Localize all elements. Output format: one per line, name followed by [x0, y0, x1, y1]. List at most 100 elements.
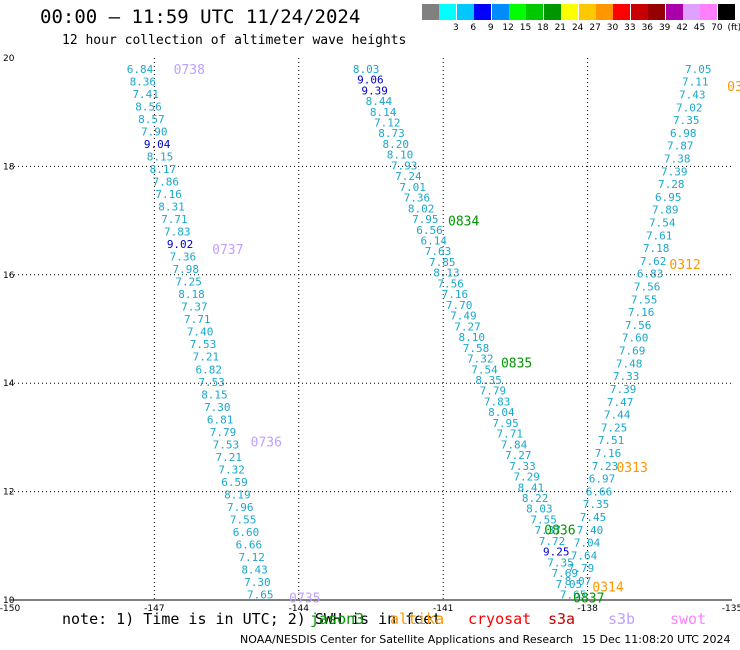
wave-height-value: 7.04 [574, 537, 601, 550]
wave-height-value: 6.95 [655, 191, 682, 204]
wave-height-value: 8.03 [526, 503, 553, 516]
wave-height-value: 8.13 [433, 267, 460, 280]
scale-label: 39 [658, 23, 671, 33]
wave-height-value: 7.53 [213, 438, 240, 451]
wave-height-value: 6.56 [416, 224, 443, 237]
wave-height-value: 7.58 [463, 342, 490, 355]
wave-height-value: 7.24 [395, 170, 422, 183]
pass-time-label: 0738 [174, 63, 205, 78]
wave-height-value: 7.56 [625, 319, 652, 332]
wave-height-value: 7.51 [598, 434, 625, 447]
x-tick-label: -135 [722, 604, 740, 614]
wave-height-value: 7.27 [454, 320, 481, 333]
wave-height-value: 6.98 [670, 127, 697, 140]
scale-swatch [648, 4, 666, 20]
pass-time-label: 0836 [544, 524, 575, 539]
wave-height-value: 7.65 [247, 589, 274, 602]
wave-height-value: 7.69 [551, 567, 578, 580]
wave-height-value: 7.79 [210, 426, 237, 439]
wave-height-value: 8.56 [135, 100, 162, 113]
wave-height-value: 9.04 [144, 138, 171, 151]
pass-time-label: 0311 [727, 80, 740, 95]
pass-time-label: 0737 [212, 243, 243, 258]
wave-height-value: 7.60 [622, 332, 649, 345]
wave-height-value: 7.70 [446, 299, 473, 312]
wave-height-value: 7.71 [497, 428, 524, 441]
wave-height-value: 8.22 [522, 492, 549, 505]
data-marks: 6.848.367.418.568.577.909.048.158.177.86… [127, 63, 712, 602]
wave-height-value: 8.41 [518, 481, 545, 494]
wave-height-value: 7.16 [442, 288, 469, 301]
wave-height-value: 7.64 [571, 549, 598, 562]
scale-swatch [561, 4, 579, 20]
legend-item-s3b: s3b [608, 610, 636, 628]
wave-height-value: 6.82 [195, 363, 222, 376]
wave-height-value: 7.39 [661, 165, 688, 178]
scale-label: 6 [470, 23, 477, 33]
scale-swatch [630, 4, 648, 20]
wave-height-value: 7.79 [480, 385, 507, 398]
wave-height-value: 7.54 [471, 363, 498, 376]
wave-height-value: 7.86 [152, 175, 179, 188]
wave-height-value: 7.27 [505, 449, 532, 462]
wave-height-value: 8.04 [488, 406, 515, 419]
wave-height-value: 8.19 [224, 488, 251, 501]
scale-swatch [509, 4, 526, 20]
wave-height-value: 7.12 [374, 116, 401, 129]
wave-height-value: 8.36 [130, 75, 157, 88]
scale-label: 45 [693, 23, 706, 33]
wave-height-value: 8.44 [366, 95, 393, 108]
wave-height-value: 7.33 [613, 370, 640, 383]
wave-height-value: 8.73 [378, 127, 405, 140]
x-tick-label: -144 [289, 604, 310, 614]
wave-height-value: 8.10 [387, 149, 414, 162]
wave-height-value: 9.25 [543, 546, 570, 559]
wave-height-value: 6.66 [236, 539, 263, 552]
wave-height-value: 6.60 [233, 526, 260, 539]
pass-time-label: 0314 [592, 580, 623, 595]
wave-height-value: 8.15 [201, 388, 228, 401]
scale-label: 27 [589, 23, 601, 33]
legend-item-altika: altika [390, 610, 445, 628]
wave-height-value: 7.54 [649, 216, 676, 229]
wave-height-value: 6.97 [589, 473, 616, 486]
wave-height-value: 7.35 [673, 114, 700, 127]
wave-height-value: 7.95 [412, 213, 439, 226]
wave-height-value: 6.81 [207, 413, 234, 426]
wave-height-value: 7.93 [391, 159, 418, 172]
legend-item-s3a: s3a [548, 610, 576, 628]
wave-height-value: 7.35 [583, 498, 610, 511]
wave-height-value: 7.23 [592, 460, 619, 473]
pass-time-label: 0835 [501, 357, 532, 372]
scale-swatch [700, 4, 718, 20]
scale-label: 42 [676, 23, 688, 33]
wave-height-value: 8.57 [138, 113, 165, 126]
wave-height-value: 7.56 [437, 277, 464, 290]
wave-height-value: 7.72 [539, 535, 566, 548]
wave-height-value: 7.49 [450, 310, 477, 323]
wave-height-value: 6.14 [421, 235, 448, 248]
wave-height-value: 7.25 [175, 276, 202, 289]
pass-time-label: 0736 [251, 436, 282, 451]
pass-time-label: 0735 [289, 591, 320, 606]
wave-height-value: 7.01 [399, 181, 426, 194]
wave-height-value: 7.41 [132, 88, 159, 101]
scale-label: 21 [554, 23, 567, 33]
scale-swatch [578, 4, 596, 20]
wave-height-value: 7.95 [492, 417, 519, 430]
legend-note: note: 1) Time is in UTC; 2) SWH is in fe… [62, 610, 442, 628]
scale-label: 3 [453, 23, 459, 33]
pass-time-label: 0837 [573, 591, 604, 606]
scale-label: 12 [502, 23, 514, 33]
wave-height-value: 7.84 [501, 438, 528, 451]
wave-height-value: 7.40 [577, 524, 604, 537]
wave-height-value: 7.83 [484, 395, 511, 408]
scale-label: 36 [641, 23, 654, 33]
wave-height-value: 7.55 [631, 293, 658, 306]
wave-height-value: 7.90 [141, 125, 168, 138]
scale-swatch [491, 4, 509, 20]
tick-labels: -150 -147 -144 -141 -138 -135 10 12 14 16 18 20 [0, 54, 740, 614]
x-tick-label: -147 [144, 604, 164, 614]
wave-height-value: 7.53 [198, 376, 225, 389]
scale-label: 18 [537, 23, 549, 33]
